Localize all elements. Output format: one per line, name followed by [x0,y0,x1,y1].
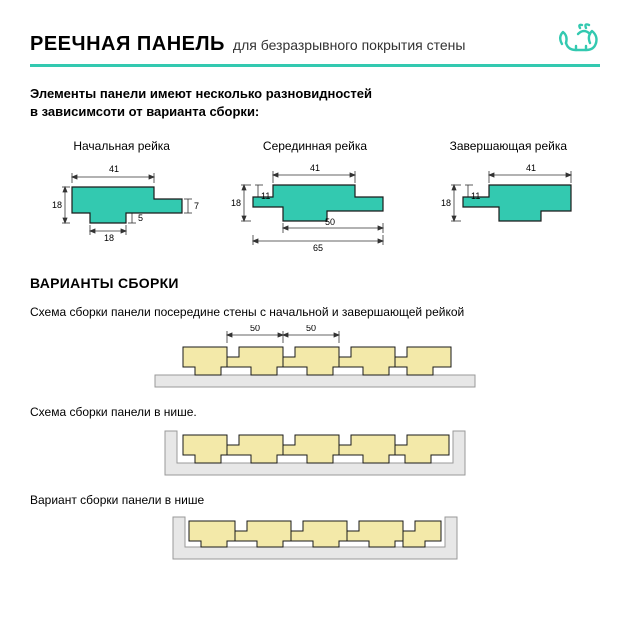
title-group: РЕЕЧНАЯ ПАНЕЛЬ для безразрывного покрыти… [30,33,465,56]
profile-end: Завершающая рейка 41 18 11 [417,139,600,253]
profile-middle-diagram: 41 18 11 50 65 [225,163,405,253]
dim-label: 5 [138,213,143,223]
dim-label: 41 [526,163,536,173]
dim-label: 41 [310,163,320,173]
intro-line: в зависимсоти от варианта сборки: [30,104,259,119]
dim-label: 11 [261,191,270,201]
dim-label: 41 [109,164,119,174]
dim-label: 7 [194,201,199,211]
profile-label: Серединная рейка [223,139,406,153]
dim-label: 50 [325,217,335,227]
profile-end-diagram: 41 18 11 [433,163,583,243]
header: РЕЕЧНАЯ ПАНЕЛЬ для безразрывного покрыти… [30,22,600,56]
dim-label: 18 [104,233,114,243]
scheme-1-diagram: 50 50 [30,325,600,397]
profiles-row: Начальная рейка [30,139,600,253]
intro-line: Элементы панели имеют несколько разновид… [30,86,372,101]
dim-label: 50 [250,325,260,333]
scheme-3-diagram [30,513,600,569]
scheme-caption: Схема сборки панели посередине стены с н… [30,305,600,319]
dim-label: 11 [471,191,480,201]
profile-start-diagram: 41 18 18 5 7 [42,163,202,243]
intro-text: Элементы панели имеют несколько разновид… [30,85,600,121]
dim-label: 18 [441,198,451,208]
profile-label: Начальная рейка [30,139,213,153]
scheme-2-diagram [30,425,600,485]
dim-label: 65 [313,243,323,253]
scheme-caption: Вариант сборки панели в нише [30,493,600,507]
assembly-heading: ВАРИАНТЫ СБОРКИ [30,275,600,291]
header-rule [30,64,600,67]
profile-label: Завершающая рейка [417,139,600,153]
dim-label: 50 [306,325,316,333]
page-title: РЕЕЧНАЯ ПАНЕЛЬ [30,33,225,56]
profile-start: Начальная рейка [30,139,213,253]
profile-middle: Серединная рейка [223,139,406,253]
dim-label: 18 [52,200,62,210]
scheme-caption: Схема сборки панели в нише. [30,405,600,419]
bull-logo-icon [556,22,600,56]
page-subtitle: для безразрывного покрытия стены [233,37,466,53]
dim-label: 18 [231,198,241,208]
